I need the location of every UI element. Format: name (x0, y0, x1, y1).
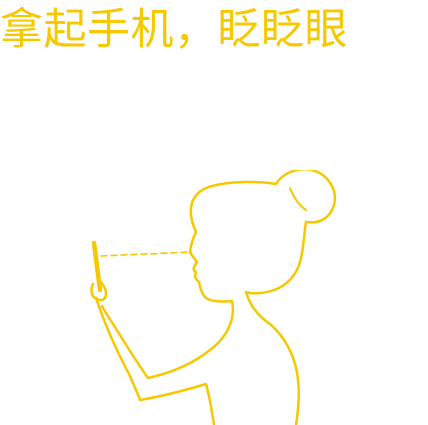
hand-outline (90, 278, 108, 302)
neck-back-outline (244, 290, 301, 425)
hair-bun-detail (289, 187, 307, 211)
line-of-sight (100, 251, 192, 257)
forearm-outline (94, 296, 216, 425)
illustration-svg (90, 170, 337, 425)
arm-outline (100, 299, 235, 380)
phone-icon (91, 240, 103, 293)
instruction-title: 拿起手机，眨眨眼 (0, 5, 348, 55)
head-hair-outline (189, 170, 337, 295)
person-holding-phone-blink-icon (80, 170, 350, 425)
face-profile (188, 230, 234, 303)
